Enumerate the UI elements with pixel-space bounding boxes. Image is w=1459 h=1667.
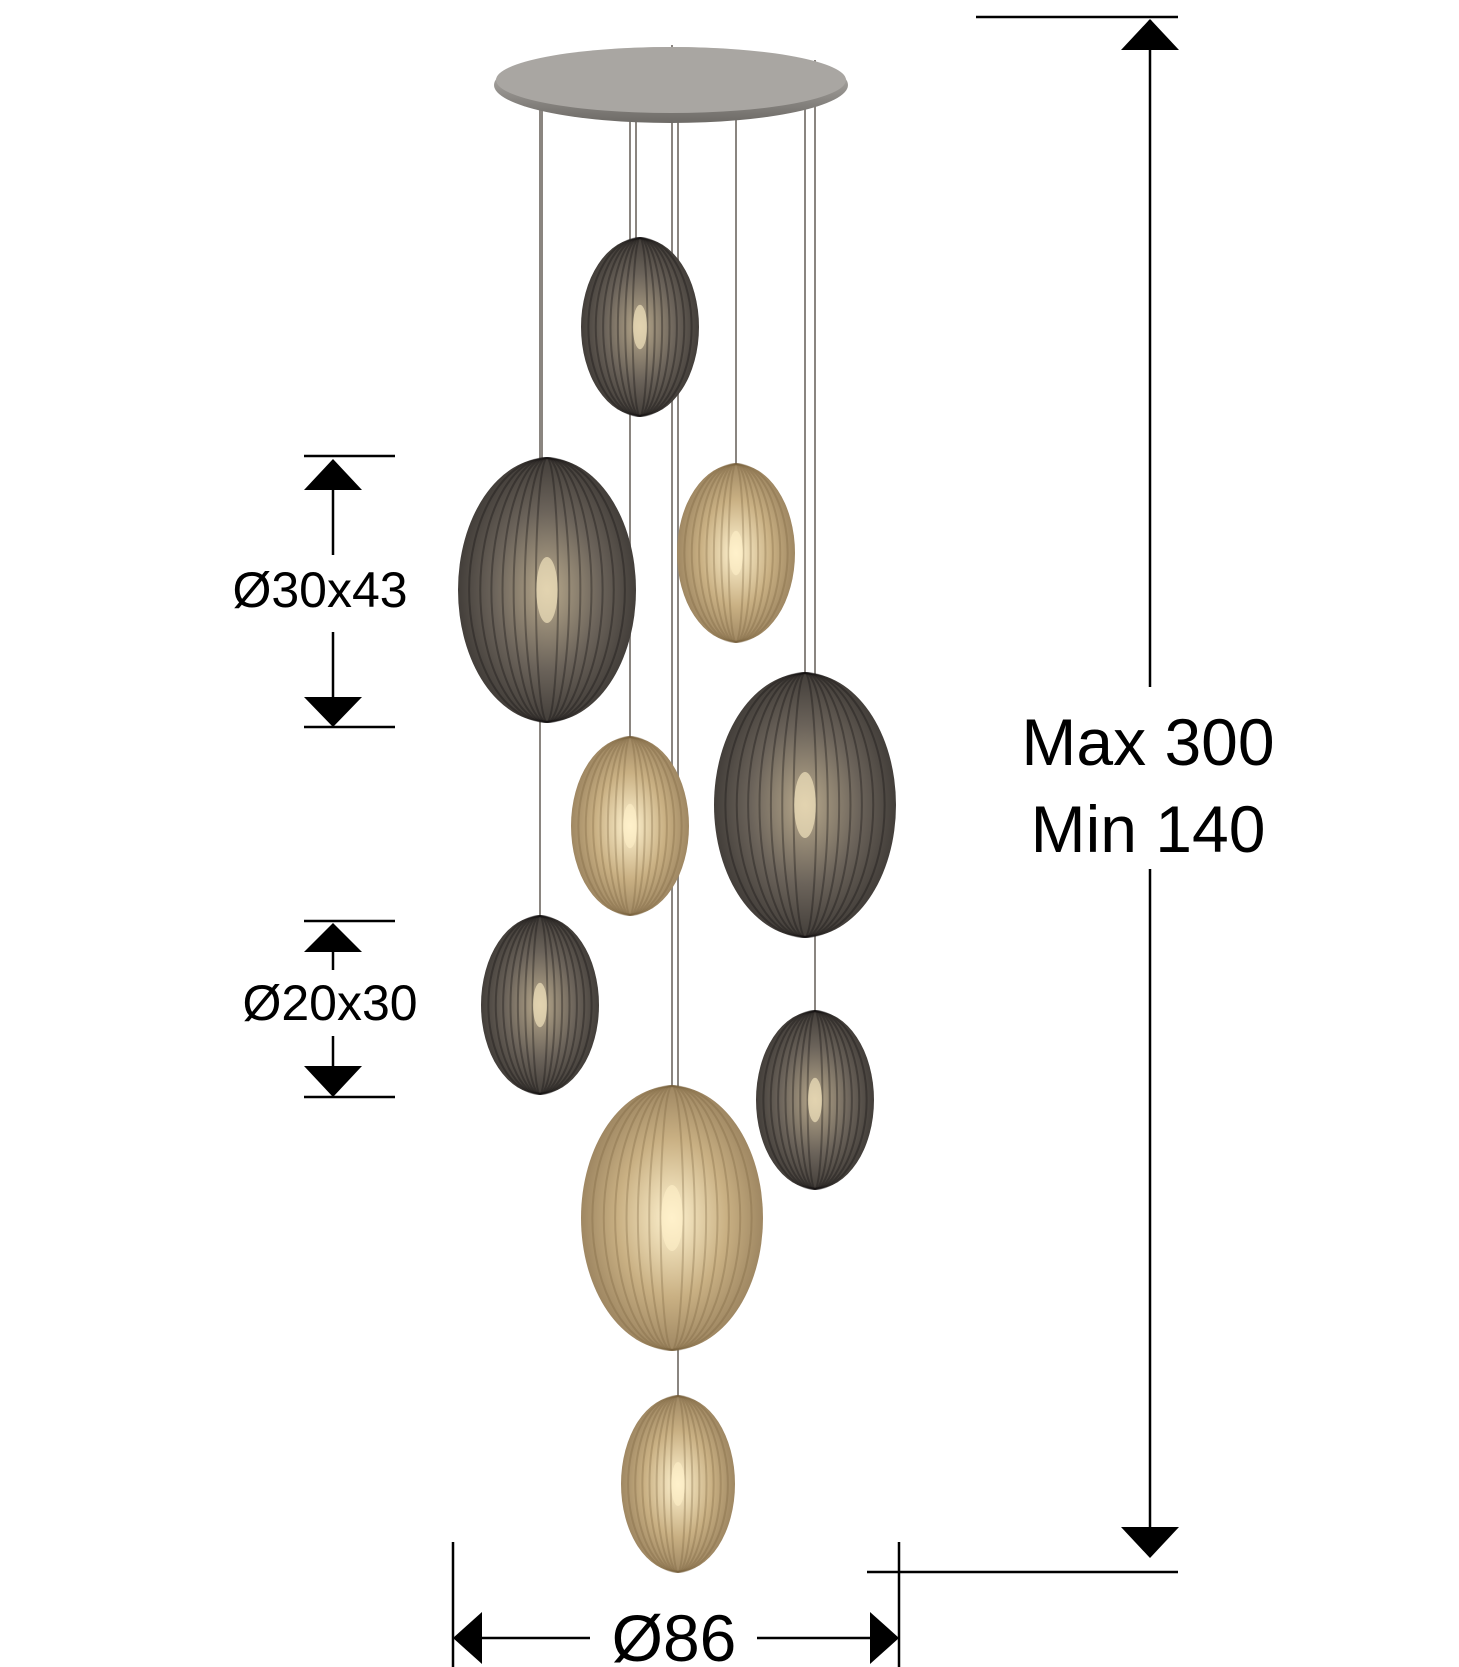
- glass-globe-smoke: [756, 1010, 874, 1190]
- min-height-label: Min 140: [1030, 792, 1266, 866]
- glass-shades: [458, 237, 896, 1573]
- glass-globe-smoke: [481, 915, 599, 1095]
- glass-globe-smoke: [581, 237, 699, 417]
- glass-globe-smoke: [458, 457, 636, 723]
- glass-globe-amber: [677, 463, 795, 643]
- canopy-diameter-label: Ø86: [611, 1605, 737, 1667]
- max-height-label: Max 300: [1021, 705, 1275, 779]
- glass-globe-amber: [581, 1085, 763, 1351]
- dimension-lines: [304, 15, 1179, 1667]
- large-shade-size-label: Ø30x43: [232, 562, 408, 618]
- small-shade-size-label: Ø20x30: [242, 975, 418, 1031]
- glass-globe-amber: [571, 736, 689, 916]
- glass-globe-amber: [621, 1395, 735, 1573]
- glass-globe-smoke: [714, 672, 896, 938]
- ceiling-canopy: [494, 47, 848, 123]
